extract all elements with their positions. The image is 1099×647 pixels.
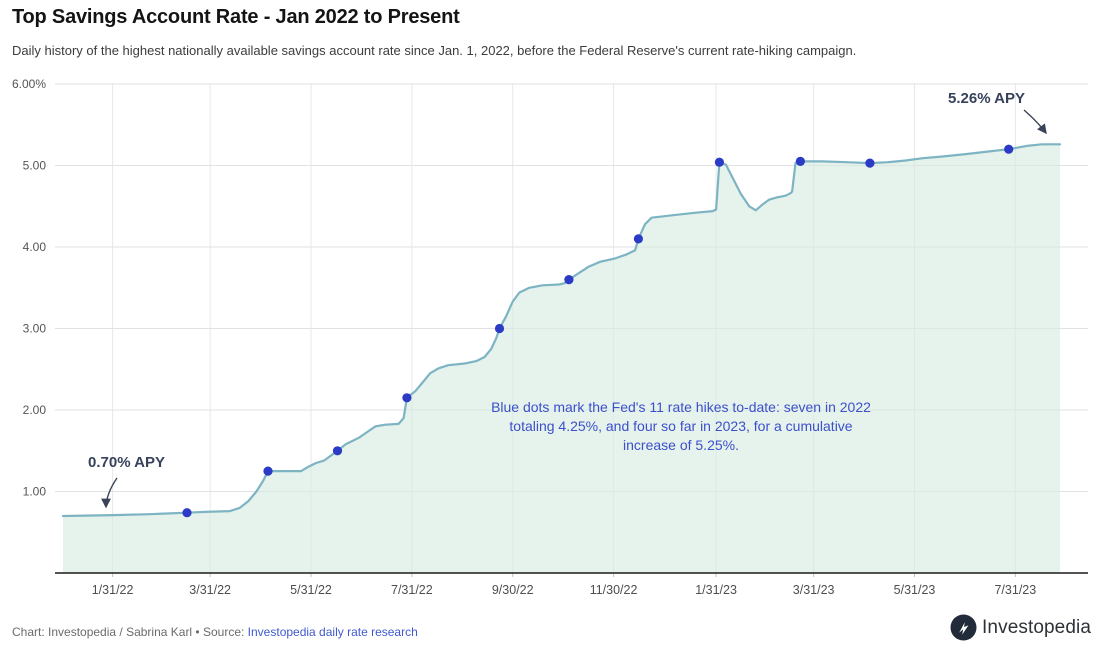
lightning-bolt-glyph (959, 622, 969, 635)
credit-text: Chart: Investopedia / Sabrina Karl • Sou… (12, 625, 248, 639)
x-axis-label: 9/30/22 (492, 583, 534, 597)
rate-hike-dot[interactable] (1004, 144, 1014, 154)
rate-hike-dot[interactable] (795, 156, 806, 166)
x-axis-label: 3/31/22 (189, 583, 231, 597)
y-axis-label: 6.00% (12, 77, 46, 91)
x-axis-label: 5/31/23 (894, 583, 936, 597)
rate-hike-dot[interactable] (564, 275, 574, 285)
x-axis-label: 5/31/22 (290, 583, 332, 597)
rate-hike-dot[interactable] (263, 466, 273, 476)
rate-hike-dot[interactable] (633, 234, 644, 244)
rate-hike-dot[interactable] (182, 508, 192, 518)
y-axis-label: 5.00 (23, 159, 47, 173)
rate-hike-dot[interactable] (494, 323, 505, 334)
chart-credit: Chart: Investopedia / Sabrina Karl • Sou… (12, 625, 418, 639)
y-axis-label: 3.00 (23, 322, 47, 336)
rate-hike-dot[interactable] (865, 158, 875, 168)
x-axis-label: 7/31/22 (391, 583, 433, 597)
x-axis-label: 1/31/23 (695, 583, 737, 597)
y-axis-label: 4.00 (23, 240, 47, 254)
investopedia-logo: Investopedia (950, 614, 1091, 641)
x-axis-label: 3/31/23 (793, 583, 835, 597)
x-axis-label: 7/31/23 (994, 583, 1036, 597)
investopedia-logo-icon (950, 614, 977, 641)
rate-hikes-note: Blue dots mark the Fed's 11 rate hikes t… (471, 398, 891, 455)
end-apy-label: 5.26% APY (948, 90, 1025, 107)
y-axis-label: 1.00 (23, 485, 47, 499)
source-link[interactable]: Investopedia daily rate research (247, 625, 418, 639)
investopedia-logo-text: Investopedia (982, 616, 1091, 638)
end-apy-arrow-icon (1023, 109, 1047, 135)
x-axis-label: 11/30/22 (590, 583, 638, 597)
area-fill (63, 144, 1060, 574)
x-axis-label: 1/31/22 (92, 583, 134, 597)
rate-line (61, 143, 1062, 518)
chart-title: Top Savings Account Rate - Jan 2022 to P… (12, 6, 460, 28)
rate-hikes-note-line3: increase of 5.25%. (623, 437, 739, 453)
chart-subtitle: Daily history of the highest nationally … (12, 43, 857, 58)
y-axis-label: 2.00 (23, 403, 47, 417)
rate-hike-dot[interactable] (714, 157, 725, 167)
end-apy-arrow-path (1023, 109, 1047, 135)
start-apy-arrow-icon (101, 477, 118, 509)
start-apy-label: 0.70% APY (88, 454, 165, 471)
start-apy-arrow-path (101, 477, 118, 509)
rate-hike-dot[interactable] (402, 393, 412, 403)
rate-hikes-note-line1: Blue dots mark the Fed's 11 rate hikes t… (491, 399, 871, 415)
rate-hike-dot[interactable] (332, 446, 343, 456)
rate-hikes-note-line2: totaling 4.25%, and four so far in 2023,… (509, 418, 853, 434)
